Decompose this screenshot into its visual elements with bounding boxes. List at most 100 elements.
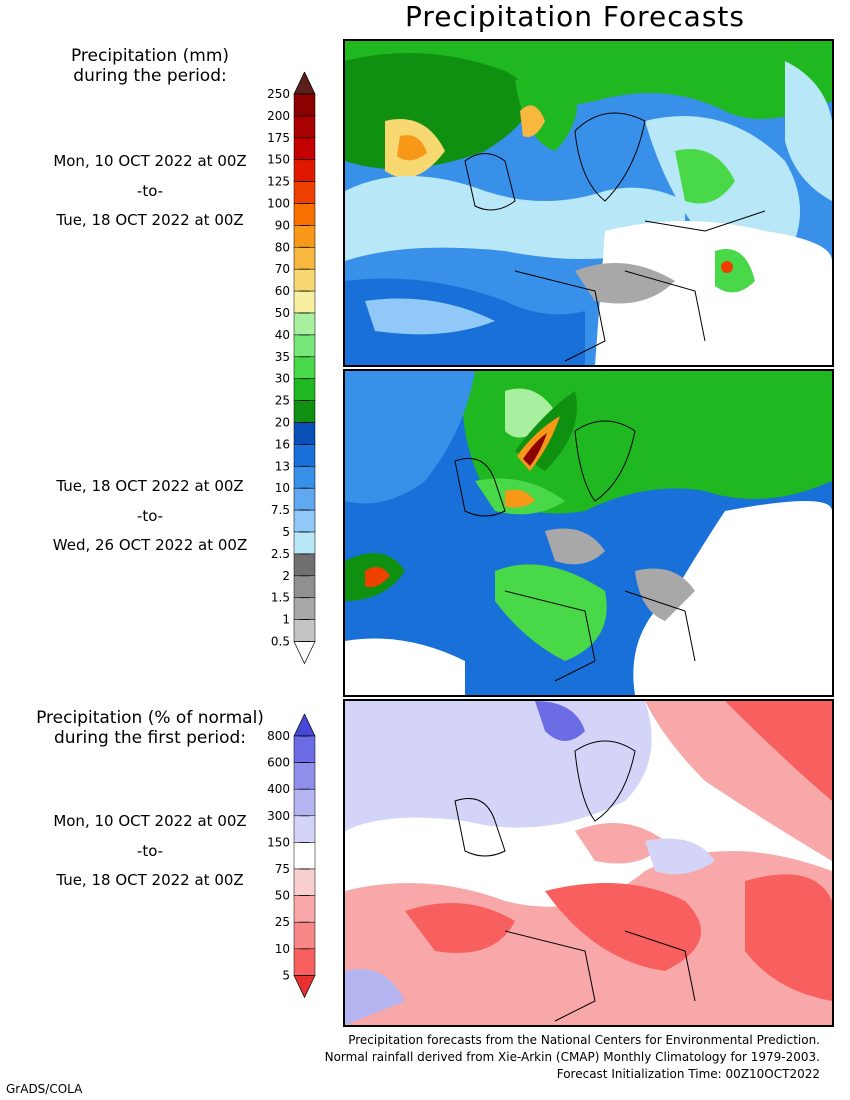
mm-colorbar-cell: [293, 159, 316, 182]
mm-colorbar-tick-label: 175: [267, 131, 290, 145]
pct-colorbar-cell: [293, 788, 316, 817]
pct-colorbar-top-triangle: [293, 713, 316, 737]
mm-colorbar-tick-label: 16: [275, 437, 290, 451]
mm-colorbar-cell: [293, 619, 316, 642]
pct-colorbar-tick-label: 150: [267, 835, 290, 849]
mm-colorbar-cell: [293, 334, 316, 358]
period1-start: Mon, 10 OCT 2022 at 00Z: [53, 152, 247, 170]
pct-colorbar-bottom-triangle: [293, 975, 316, 999]
mm-colorbar-tick-label: 1: [282, 613, 290, 627]
mm-colorbar-tick-label: 30: [275, 372, 290, 386]
mm-colorbar-tick-label: 0.5: [271, 635, 290, 649]
mm-colorbar-tick-label: 40: [275, 328, 290, 342]
normal-heading: Precipitation (% of normal) during the f…: [10, 708, 290, 748]
mm-colorbar-tick-label: 60: [275, 284, 290, 298]
pct-colorbar-tick-label: 600: [267, 756, 290, 770]
mm-colorbar-cell: [293, 181, 316, 204]
pct-colorbar-cell: [293, 921, 316, 950]
mm-colorbar-cell: [293, 356, 316, 379]
mm-colorbar-cell: [293, 422, 316, 445]
mm-colorbar-tick-label: 20: [275, 416, 290, 430]
pct-colorbar-tick-label: 400: [267, 782, 290, 796]
mm-colorbar-cell: [293, 400, 316, 423]
pct-colorbar-tick-label: 5: [282, 968, 290, 982]
mm-colorbar-bottom-triangle: [293, 641, 316, 665]
mm-colorbar-cell: [293, 203, 316, 226]
mm-colorbar-tick-label: 2: [282, 569, 290, 583]
mm-colorbar-cell: [293, 575, 316, 598]
mm-colorbar-tick-label: 250: [267, 87, 290, 101]
mm-colorbar-cell: [293, 597, 316, 620]
footer-line3: Forecast Initialization Time: 00Z10OCT20…: [556, 1067, 820, 1081]
mm-colorbar-tick-label: 5: [282, 525, 290, 539]
mm-colorbar-tick-label: 90: [275, 218, 290, 232]
mm-colorbar-tick-label: 80: [275, 240, 290, 254]
footer-line2: Normal rainfall derived from Xie-Arkin (…: [324, 1050, 820, 1064]
mm-colorbar-cell: [293, 115, 316, 139]
mm-colorbar-tick-label: 1.5: [271, 591, 290, 605]
precip-heading: Precipitation (mm) during the period:: [40, 46, 260, 86]
credit-label: GrADS/COLA: [6, 1082, 83, 1096]
normal-heading-line1: Precipitation (% of normal): [36, 708, 264, 728]
mm-colorbar-cell: [293, 444, 316, 467]
period3-end: Tue, 18 OCT 2022 at 00Z: [56, 871, 244, 889]
footer-notes: Precipitation forecasts from the Nationa…: [220, 1032, 820, 1083]
pct-colorbar-cell: [293, 948, 316, 976]
mm-colorbar-cell: [293, 553, 316, 577]
mm-colorbar-cell: [293, 93, 316, 117]
mm-colorbar-cell: [293, 466, 316, 489]
pct-colorbar-tick-label: 50: [275, 889, 290, 903]
pct-colorbar-cell: [293, 762, 316, 790]
pct-colorbar-tick-label: 25: [275, 915, 290, 929]
period3-start: Mon, 10 OCT 2022 at 00Z: [53, 812, 247, 830]
mm-colorbar-cell: [293, 268, 316, 292]
mm-colorbar-cell: [293, 247, 316, 270]
precip-heading-line1: Precipitation (mm): [70, 46, 230, 66]
pct-colorbar-tick-label: 10: [275, 942, 290, 956]
normal-heading-line2: during the first period:: [53, 728, 247, 748]
map-panel-period2: [343, 369, 834, 697]
mm-colorbar-cell: [293, 531, 316, 555]
mm-colorbar-tick-label: 35: [275, 350, 290, 364]
mm-colorbar-top-triangle: [293, 71, 316, 95]
precip-heading-line2: during the period:: [73, 66, 227, 86]
pct-colorbar-cell: [293, 895, 316, 923]
period1-end: Tue, 18 OCT 2022 at 00Z: [56, 211, 244, 229]
map-panel-percent-normal: [343, 699, 834, 1027]
mm-colorbar-tick-label: 150: [267, 153, 290, 167]
mm-colorbar-tick-label: 7.5: [271, 503, 290, 517]
pct-colorbar-cell: [293, 815, 316, 843]
page-title: Precipitation Forecasts: [405, 0, 745, 33]
period1-sep: -to-: [136, 182, 164, 200]
mm-colorbar: 250 200 175 150 125 100 90 80 70 60 50 40 35 30 25 20 16…: [250, 71, 330, 672]
mm-colorbar-tick-label: 2.5: [271, 547, 290, 561]
mm-colorbar-cell: [293, 378, 316, 401]
pct-colorbar: 800 600 400 300 150 75 50 25 10 5: [250, 713, 330, 1014]
mm-colorbar-tick-label: 100: [267, 197, 290, 211]
mm-colorbar-tick-label: 70: [275, 262, 290, 276]
pct-colorbar-tick-label: 800: [267, 729, 290, 743]
period3-sep: -to-: [136, 842, 164, 860]
mm-colorbar-cell: [293, 312, 316, 336]
mm-colorbar-cell: [293, 509, 316, 533]
mm-colorbar-cell: [293, 137, 316, 160]
pct-colorbar-tick-label: 75: [275, 862, 290, 876]
period2-start: Tue, 18 OCT 2022 at 00Z: [56, 477, 244, 495]
mm-colorbar-cell: [293, 290, 316, 314]
mm-colorbar-tick-label: 13: [275, 459, 290, 473]
mm-colorbar-cell: [293, 225, 316, 248]
pct-colorbar-cell: [293, 868, 316, 896]
mm-colorbar-cell: [293, 487, 316, 511]
mm-colorbar-tick-label: 200: [267, 109, 290, 123]
mm-colorbar-tick-label: 10: [275, 481, 290, 495]
pct-colorbar-cell: [293, 735, 316, 763]
pct-colorbar-cell: [293, 842, 316, 870]
mm-colorbar-tick-label: 125: [267, 175, 290, 189]
period2-end: Wed, 26 OCT 2022 at 00Z: [52, 536, 248, 554]
mm-colorbar-tick-label: 50: [275, 306, 290, 320]
footer-line1: Precipitation forecasts from the Nationa…: [348, 1033, 820, 1047]
period2-sep: -to-: [136, 507, 164, 525]
pct-colorbar-tick-label: 300: [267, 809, 290, 823]
map-panel-period1: [343, 39, 834, 367]
mm-colorbar-tick-label: 25: [275, 394, 290, 408]
